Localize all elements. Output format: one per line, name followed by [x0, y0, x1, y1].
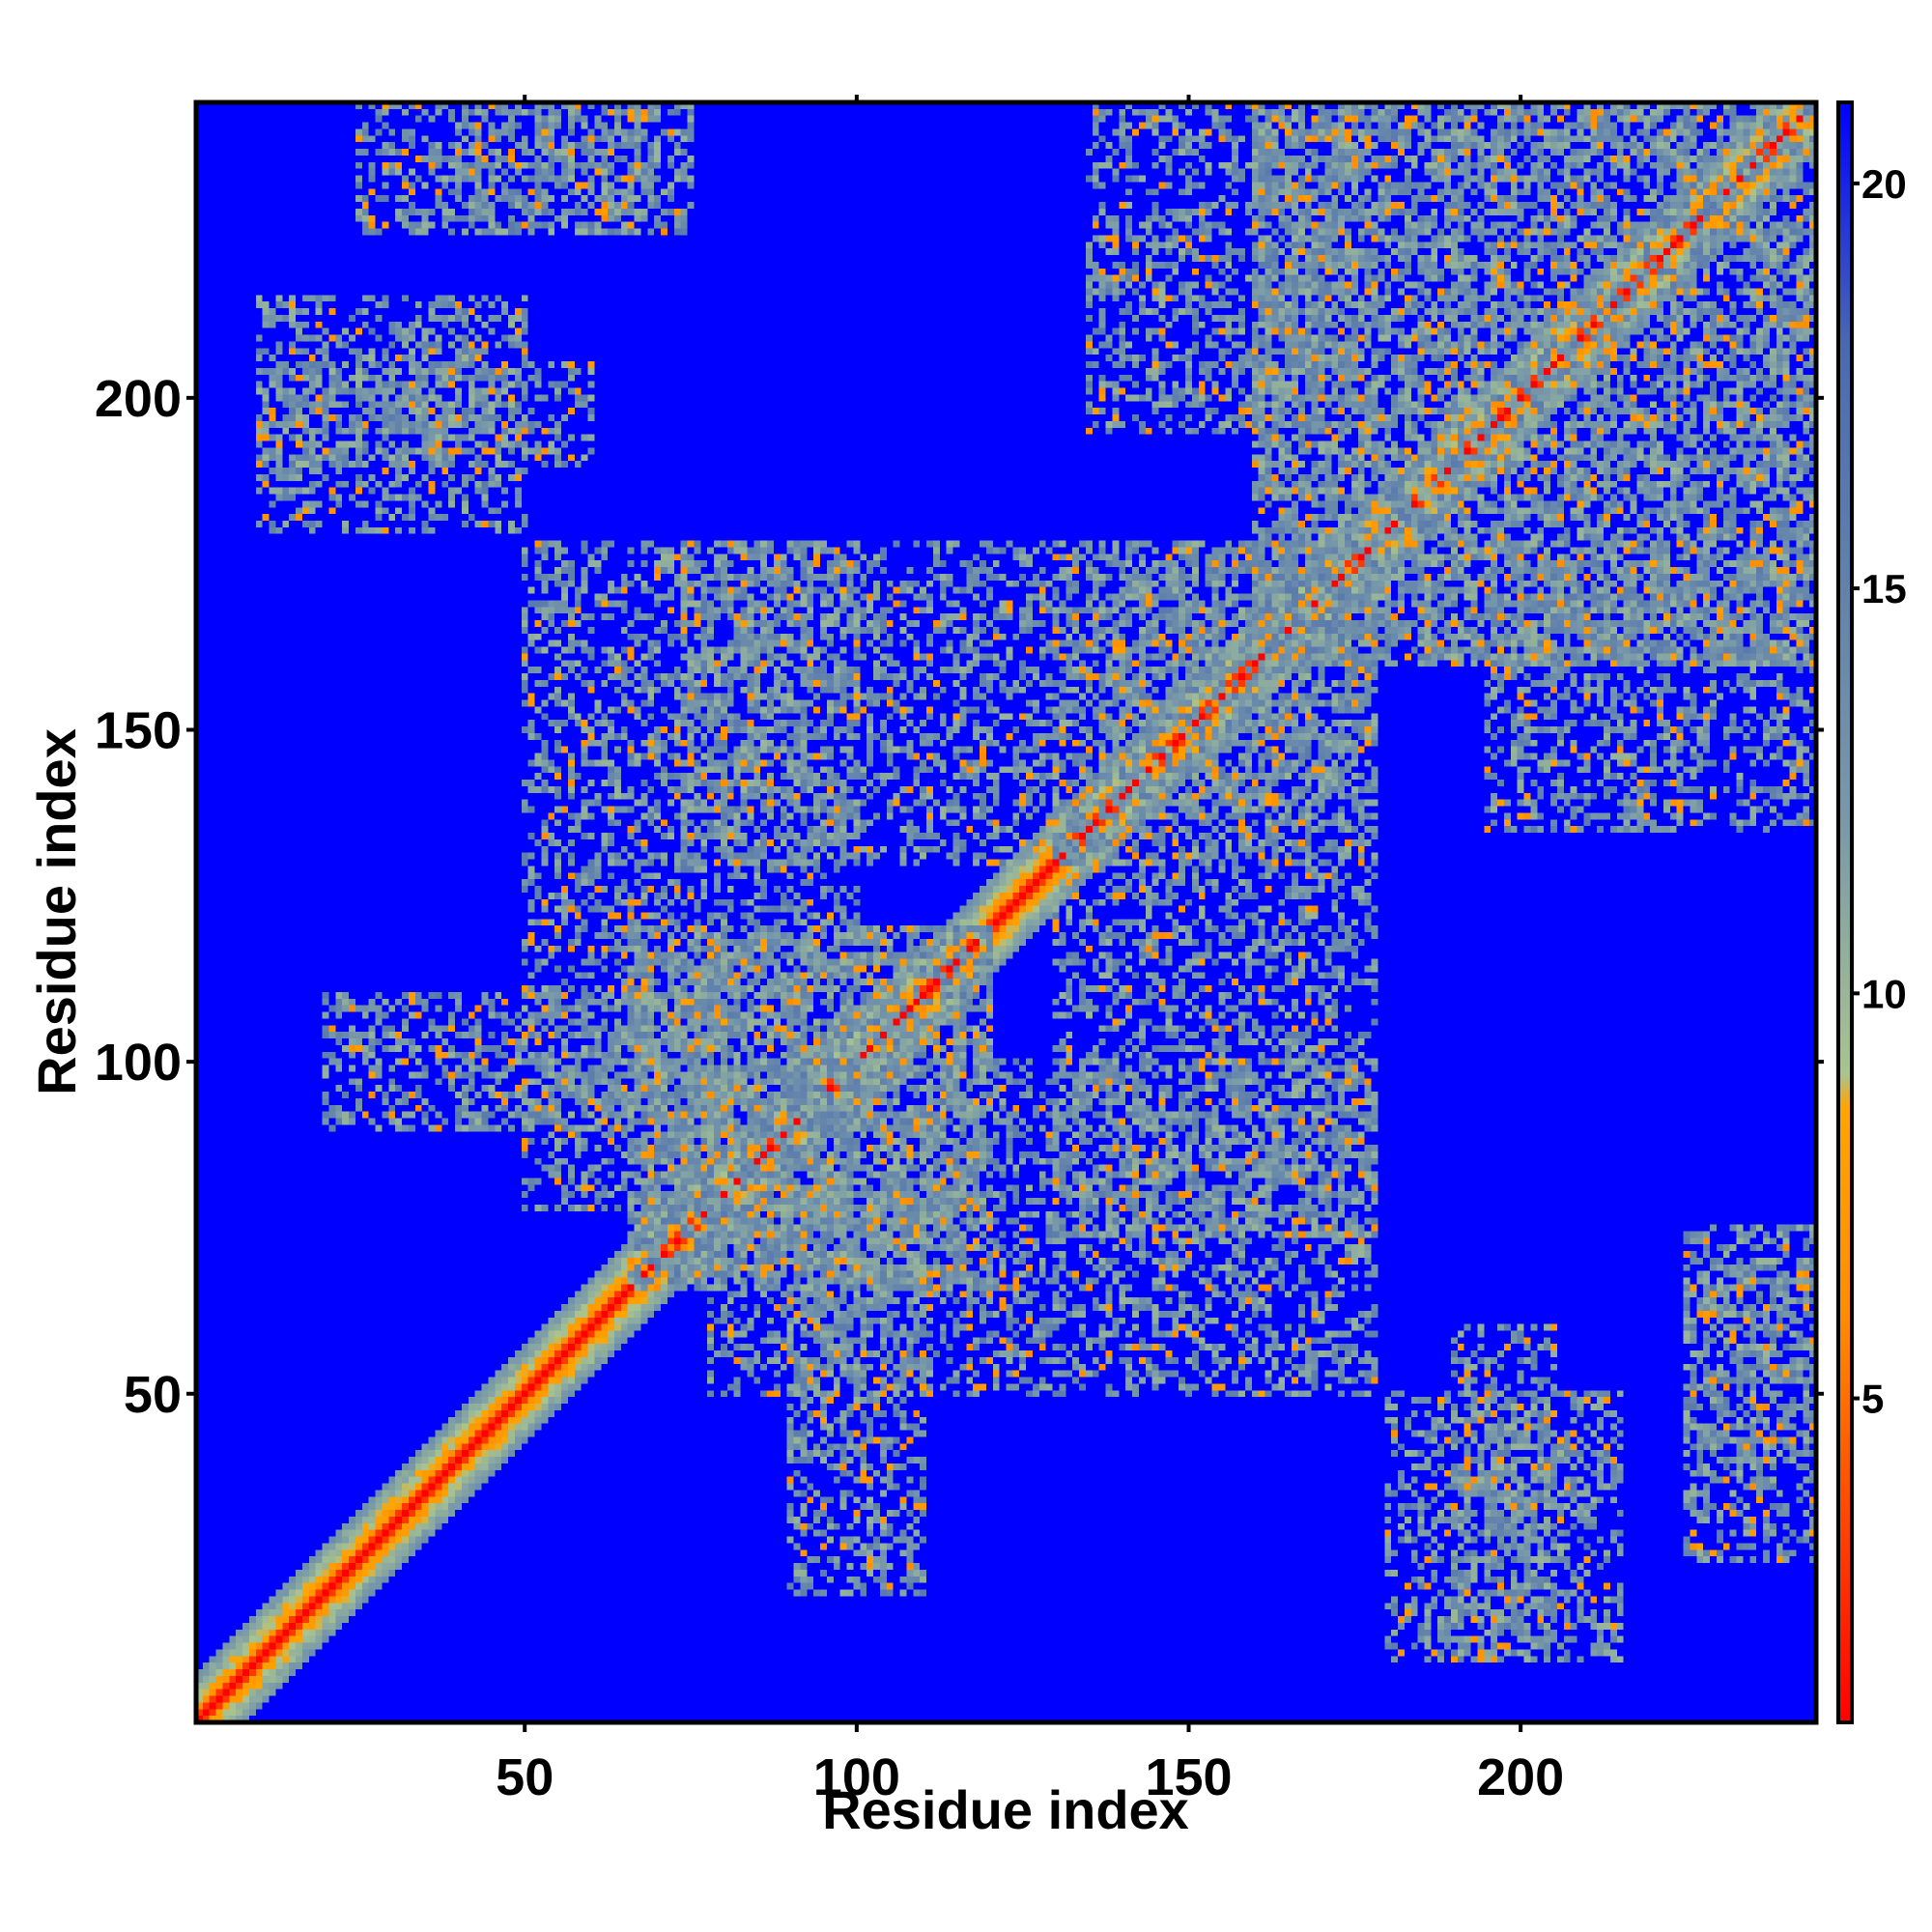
colorbar-tick-label: 5 [1861, 1377, 1884, 1422]
colorbar-tick-label: 15 [1861, 566, 1907, 611]
x-tick-label: 100 [813, 1748, 900, 1806]
y-tick-label: 150 [95, 701, 182, 759]
x-axis-title: Residue index [822, 1779, 1189, 1840]
heatmap [196, 102, 1816, 1722]
y-tick-label: 100 [95, 1034, 182, 1092]
x-tick-label: 50 [496, 1748, 554, 1806]
colorbar-tick-label: 20 [1861, 161, 1907, 207]
x-axis: 50 100 150 200 [496, 95, 1564, 1806]
x-tick-label: 150 [1145, 1748, 1232, 1806]
y-axis: 50 100 150 200 [95, 370, 1824, 1424]
heatmap-image [196, 102, 1816, 1722]
y-axis-title: Residue index [26, 728, 87, 1095]
y-tick-label: 200 [95, 370, 182, 428]
x-tick-label: 200 [1477, 1748, 1564, 1806]
colorbar: 5 10 15 20 [1836, 100, 1907, 1724]
colorbar-gradient [1836, 100, 1854, 1724]
plot-frame [193, 99, 1819, 1725]
y-tick-label: 50 [124, 1366, 182, 1424]
colorbar-tick-label: 10 [1861, 971, 1907, 1016]
